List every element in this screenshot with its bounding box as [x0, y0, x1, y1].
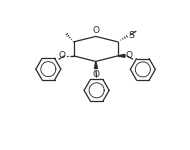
Text: O: O — [92, 26, 99, 35]
Text: S: S — [129, 31, 135, 40]
Text: O: O — [126, 51, 133, 60]
Text: O: O — [93, 70, 100, 79]
Polygon shape — [118, 54, 125, 57]
Text: O: O — [59, 51, 66, 60]
Polygon shape — [95, 61, 97, 69]
